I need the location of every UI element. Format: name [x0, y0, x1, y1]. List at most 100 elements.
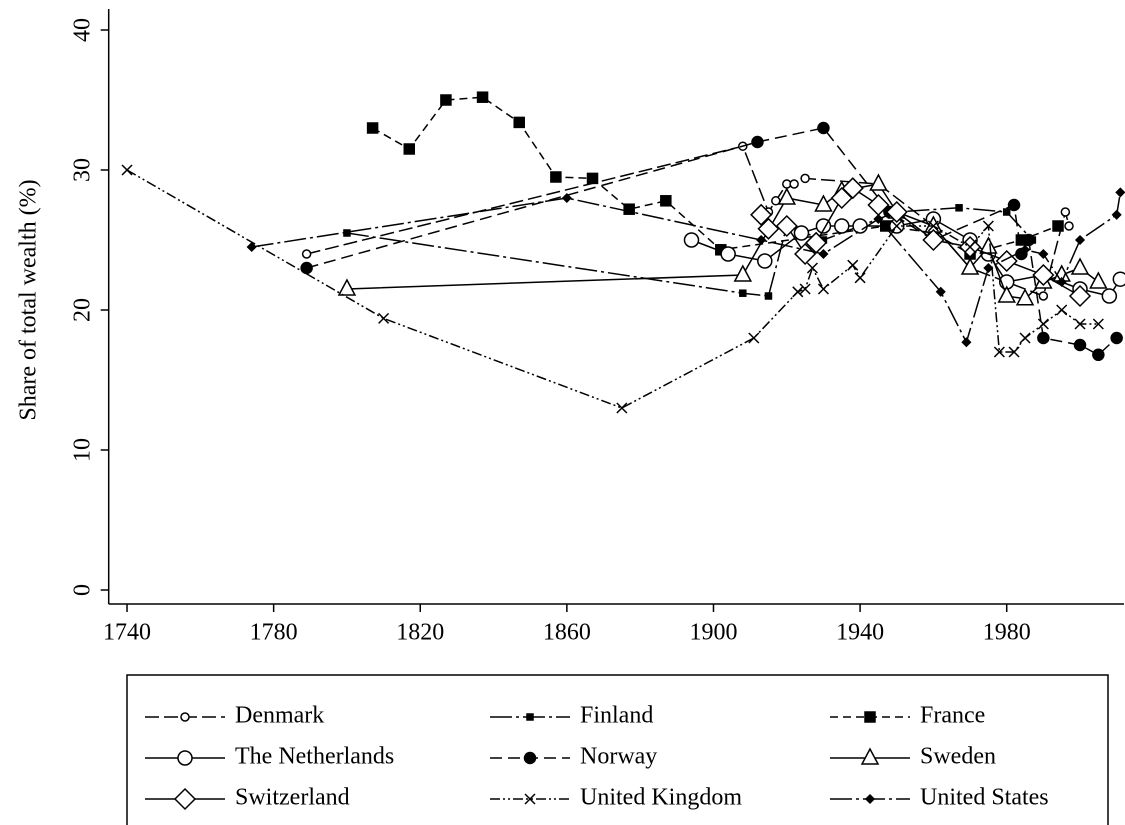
y-tick-label: 30	[70, 158, 96, 182]
data-point	[1002, 208, 1011, 216]
y-tick-label: 10	[70, 438, 96, 462]
legend-label: Finland	[580, 703, 653, 729]
marker	[1008, 346, 1020, 358]
marker	[1115, 187, 1125, 198]
marker	[854, 272, 866, 284]
marker	[982, 220, 994, 232]
marker	[922, 228, 945, 252]
marker	[873, 213, 884, 225]
data-point	[440, 94, 452, 106]
marker	[927, 220, 939, 232]
marker	[246, 241, 257, 253]
data-point	[751, 135, 764, 149]
data-point	[983, 262, 994, 274]
marker	[121, 164, 133, 176]
marker	[476, 91, 489, 103]
legend-box	[126, 674, 1109, 825]
marker	[793, 225, 810, 241]
data-point	[366, 122, 379, 134]
marker	[1074, 234, 1086, 246]
legend-item: Denmark	[145, 703, 324, 729]
data-point	[834, 218, 850, 234]
marker	[177, 750, 193, 766]
data-point	[121, 164, 133, 176]
marker	[301, 249, 312, 259]
marker	[173, 787, 197, 811]
data-point	[1074, 234, 1086, 246]
data-point	[1115, 187, 1125, 198]
data-point	[960, 257, 980, 275]
series-line	[251, 192, 1122, 345]
data-point	[1019, 244, 1031, 255]
data-point	[982, 220, 994, 232]
data-point	[301, 249, 312, 259]
y-tick-label: 20	[70, 298, 96, 322]
marker	[1111, 209, 1122, 220]
data-point	[739, 289, 747, 297]
marker	[764, 292, 773, 300]
marker	[864, 793, 876, 805]
data-point	[750, 203, 773, 226]
marker	[733, 264, 753, 282]
marker	[1038, 291, 1049, 301]
data-point	[818, 248, 829, 260]
data-point	[1007, 198, 1021, 212]
data-point	[561, 192, 572, 204]
legend-label: Denmark	[235, 703, 324, 729]
data-point	[891, 220, 903, 232]
x-tick-label: 1860	[543, 620, 591, 646]
data-point	[777, 187, 797, 205]
data-point	[1111, 209, 1122, 220]
marker	[378, 312, 390, 324]
data-point	[873, 213, 884, 225]
data-point	[1056, 276, 1067, 288]
legend-label: Norway	[580, 744, 657, 770]
marker	[757, 217, 780, 240]
marker	[997, 285, 1016, 303]
data-point	[814, 194, 833, 212]
data-point	[997, 285, 1016, 303]
data-point	[1015, 288, 1035, 306]
data-point	[616, 402, 628, 414]
marker	[586, 172, 599, 185]
data-point	[964, 241, 976, 253]
data-point	[995, 249, 1018, 273]
data-point	[1074, 318, 1086, 330]
legend-item: Norway	[490, 744, 657, 770]
data-point	[1101, 288, 1118, 304]
marker	[960, 257, 980, 275]
x-tick-label: 1940	[836, 620, 884, 646]
data-point	[1022, 233, 1035, 247]
legend-item: United Kingdom	[490, 785, 742, 811]
marker	[660, 195, 672, 207]
marker	[1019, 244, 1031, 255]
marker	[1092, 348, 1105, 362]
marker	[757, 253, 773, 269]
data-point	[720, 246, 736, 262]
marker	[1074, 318, 1086, 330]
marker	[616, 402, 628, 414]
data-point	[1112, 271, 1125, 287]
marker	[979, 236, 998, 254]
marker	[818, 248, 829, 260]
data-point	[806, 262, 818, 274]
data-point	[764, 292, 773, 300]
marker	[955, 204, 963, 212]
marker	[1032, 263, 1055, 287]
data-point	[979, 236, 998, 254]
marker	[366, 122, 379, 134]
marker	[524, 793, 536, 805]
data-point	[847, 259, 859, 271]
data-point	[756, 234, 767, 246]
marker	[513, 116, 525, 129]
marker	[739, 289, 747, 297]
data-point	[854, 272, 866, 284]
data-point	[757, 253, 773, 269]
marker	[1022, 233, 1035, 247]
data-point	[1032, 263, 1055, 287]
data-point	[513, 116, 525, 129]
x-tick-label: 1980	[983, 620, 1031, 646]
marker	[1037, 318, 1049, 330]
legend-label: France	[920, 703, 985, 729]
data-point	[757, 217, 780, 240]
